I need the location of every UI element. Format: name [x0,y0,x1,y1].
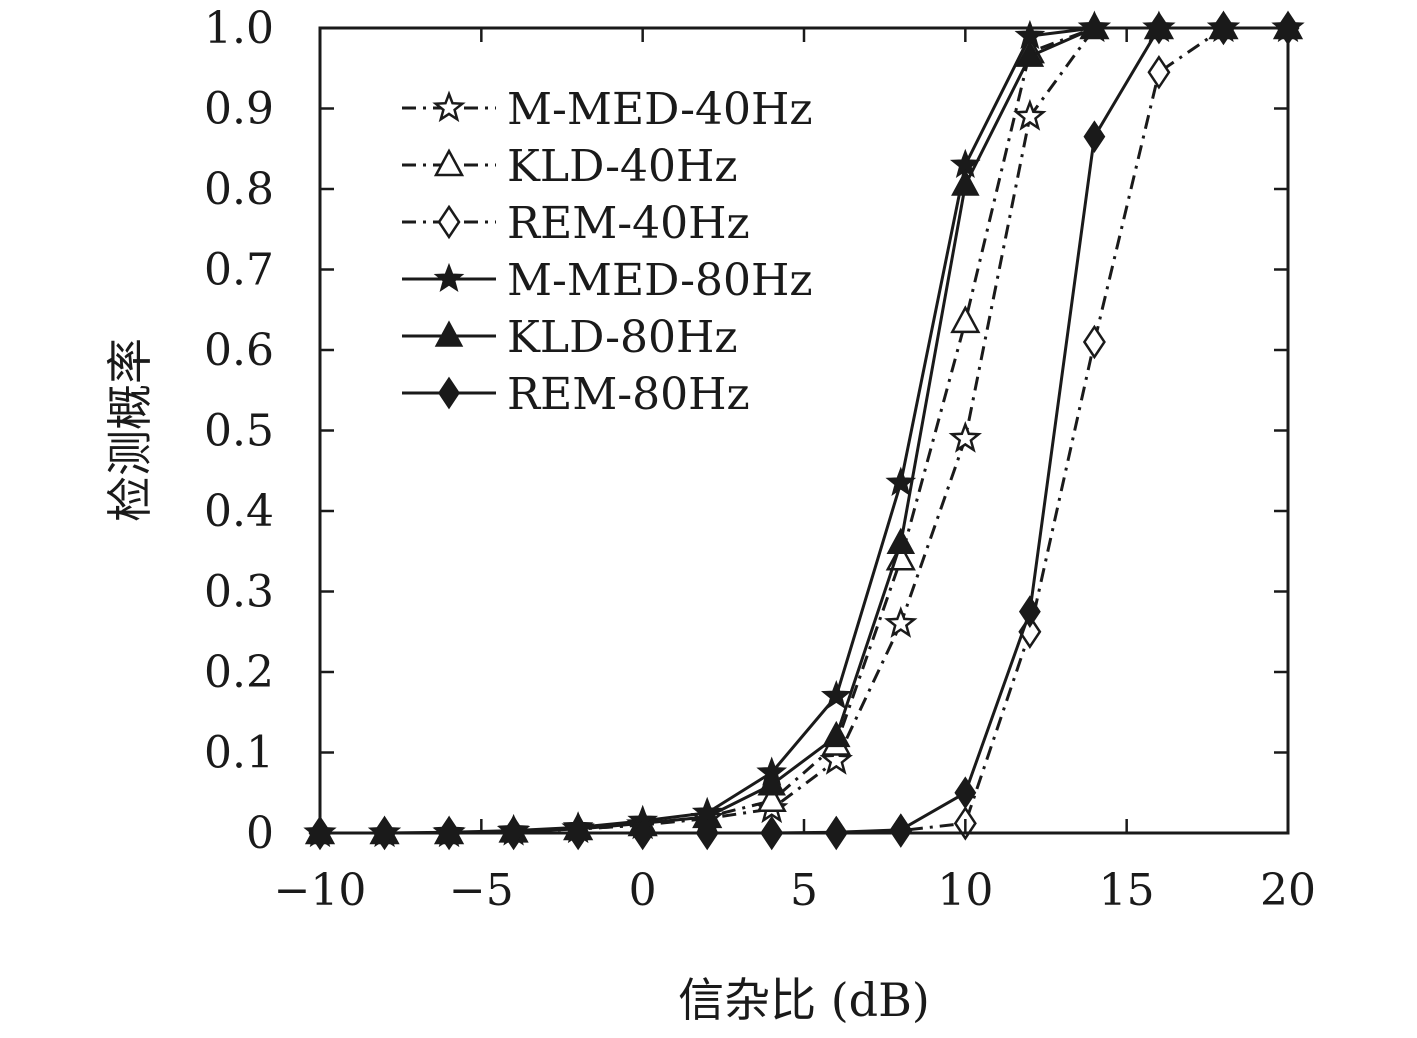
data-point-KLD-40Hz-4 [756,784,787,813]
data-point-REM-80Hz-8 [889,813,912,847]
legend-entry: REM-40Hz [402,198,750,249]
legend-label: M-MED-80Hz [507,255,813,306]
series-layer [303,10,1305,851]
y-tick-label: 0.1 [204,728,274,779]
y-tick-label: 0.9 [204,84,274,135]
legend-marker-M-MED-40Hz [432,90,466,123]
data-point-KLD-40Hz-10 [950,305,981,334]
x-tick-label: 10 [937,865,993,916]
series-KLD-40Hz [304,11,1304,845]
legend-marker-M-MED-80Hz [433,262,465,293]
legend: M-MED-40Hz KLD-40Hz REM-40Hz M-MED-80Hz KLD-… [402,84,813,420]
legend-label: REM-40Hz [507,198,750,249]
legend-entry: M-MED-80Hz [402,255,813,306]
x-tick-label: −5 [449,865,514,916]
y-tick-label: 0.7 [204,245,274,296]
legend-entry: REM-80Hz [402,369,750,420]
data-point-REM-80Hz-14 [1083,120,1106,154]
data-point-REM-80Hz-12 [1018,595,1041,628]
y-tick-label: 1.0 [204,3,274,54]
data-point-M-MED-80Hz-8 [885,466,917,496]
data-point-KLD-80Hz-6 [822,720,851,748]
series-line-REM-80Hz [320,26,1288,835]
data-point-REM-40Hz-16 [1147,55,1171,90]
x-tick-label: 5 [790,865,818,916]
legend-marker-KLD-80Hz [434,320,464,347]
series-REM-80Hz [309,11,1299,850]
data-point-KLD-80Hz-8 [886,527,916,554]
series-REM-40Hz [308,10,1300,851]
data-point-REM-40Hz-14 [1082,324,1106,360]
series-line-M-MED-80Hz [320,26,1288,835]
data-point-M-MED-40Hz-12 [1013,98,1047,131]
ticks-layer: −10 −5 0 5 10 15 20 0 0.1 0.2 0.3 0.4 0.5 0.6 0.7 0.8 0.… [204,3,1316,916]
x-tick-label: 0 [629,865,657,916]
data-point-M-MED-40Hz-8 [884,606,918,638]
y-tick-label: 0.4 [204,486,274,537]
legend-label: M-MED-40Hz [507,84,813,135]
series-M-MED-80Hz [304,11,1304,847]
legend-marker-KLD-40Hz [433,148,465,177]
legend-marker-REM-40Hz [437,204,461,240]
data-point-M-MED-40Hz-10 [948,421,982,453]
data-point-M-MED-80Hz-6 [820,679,852,710]
series-line-M-MED-40Hz [320,26,1288,835]
legend-label: REM-80Hz [507,369,750,420]
series-line-REM-40Hz [320,26,1288,835]
data-point-M-MED-40Hz-6 [819,742,853,775]
plot-frame [318,26,1290,835]
y-tick-label: 0 [246,808,274,859]
y-tick-label: 0.3 [204,567,274,618]
data-point-KLD-80Hz-12 [1015,40,1045,67]
x-tick-label: 20 [1260,865,1316,916]
legend-entry: KLD-80Hz [402,312,738,363]
x-tick-label: 15 [1099,865,1155,916]
series-line-KLD-80Hz [320,26,1288,835]
y-tick-label: 0.6 [204,325,274,376]
legend-label: KLD-40Hz [507,141,738,192]
legend-marker-REM-80Hz [438,376,460,410]
data-point-KLD-80Hz-10 [951,169,980,196]
data-point-REM-80Hz-10 [954,776,977,810]
x-axis-title: 信杂比 (dB) [678,973,930,1027]
series-M-MED-40Hz [303,10,1305,848]
legend-entry: M-MED-40Hz [402,84,813,135]
series-line-KLD-40Hz [320,26,1288,835]
series-KLD-80Hz [305,12,1303,844]
x-tick-label: −10 [274,865,367,916]
legend-entry: KLD-40Hz [402,141,738,192]
legend-label: KLD-80Hz [507,312,738,363]
data-point-KLD-80Hz-4 [757,769,786,796]
y-tick-label: 0.8 [204,164,274,215]
y-axis-title: 检测概率 [103,338,157,522]
data-point-KLD-80Hz-14 [1080,12,1109,39]
y-tick-label: 0.5 [204,406,274,457]
y-tick-label: 0.2 [204,647,274,698]
